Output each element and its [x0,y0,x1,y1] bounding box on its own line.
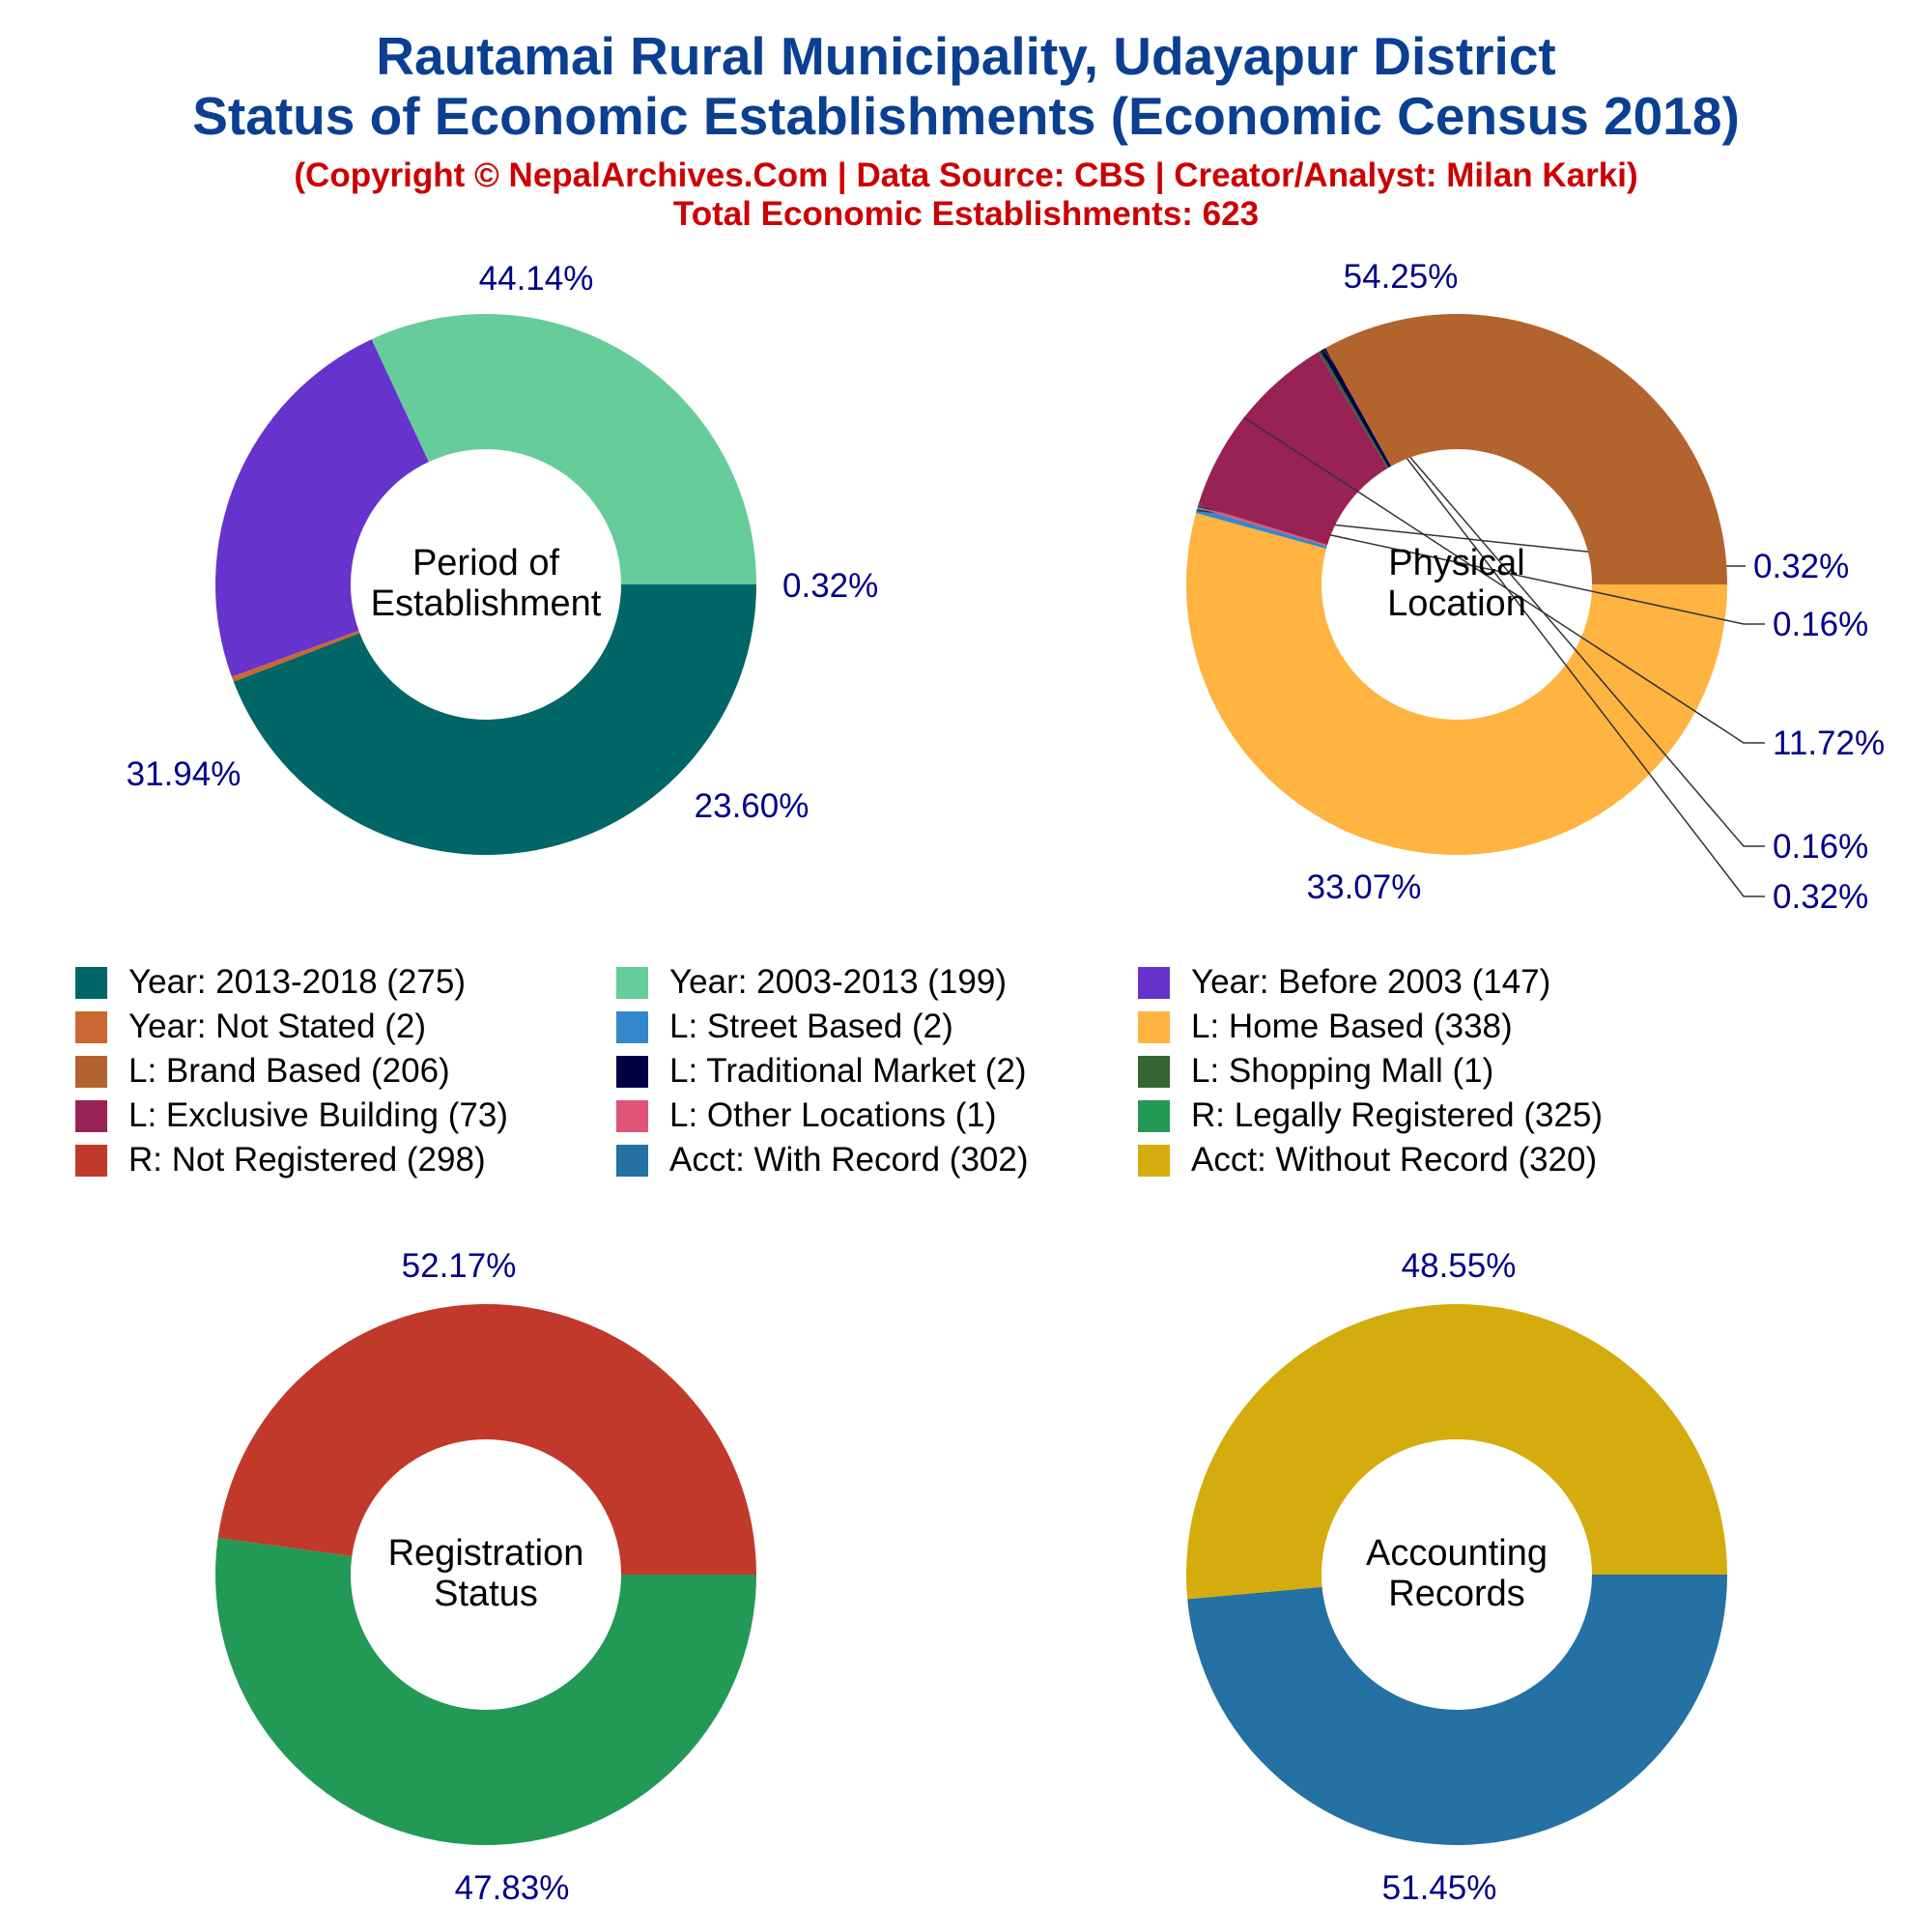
legend-label: L: Exclusive Building (73) [128,1096,508,1134]
legend-item: L: Exclusive Building (73) [75,1094,508,1137]
donut-center-label: Location [1387,583,1526,624]
legend-item: L: Street Based (2) [616,1006,953,1048]
slice-percent-label: 51.45% [1382,1869,1497,1907]
label-leader-line [1322,349,1765,897]
donut-slice [215,1537,756,1845]
legend-label: L: Traditional Market (2) [669,1052,1027,1090]
legend-item: Year: Before 2003 (147) [1138,961,1550,1004]
legend-label: Year: 2003-2013 (199) [669,963,1007,1001]
legend-swatch [75,1144,107,1177]
legend-swatch [616,1099,648,1132]
legend-swatch [75,1055,107,1088]
legend-swatch [75,966,107,999]
legend-label: R: Not Registered (298) [128,1141,486,1179]
donut-slice [217,1303,756,1575]
legend-label: L: Other Locations (1) [669,1096,997,1134]
donut-center-label: Records [1388,1574,1525,1614]
donut-slice [1197,504,1328,547]
legend-swatch [75,1099,107,1132]
label-leader-line [1197,505,1765,625]
donut-chart: 54.25% 0.32% 0.16% 11.72% 0.16% 0.32% 33.07% Ph… [1186,258,1885,916]
slice-percent-label: 23.60% [695,787,810,825]
slice-percent-label: 0.32% [782,567,878,605]
donut-slice [1318,350,1389,469]
donut-center-label: Status [434,1574,538,1614]
donut-chart: 44.14% 0.32% 23.60% 31.94% Period ofEstablis… [127,260,878,856]
legend-item: L: Shopping Mall (1) [1138,1050,1493,1093]
donut-slice [1187,1575,1727,1845]
legend-swatch [1138,966,1170,999]
slice-percent-label: 54.25% [1344,258,1459,296]
legend-item: R: Legally Registered (325) [1138,1094,1603,1137]
legend-swatch [1138,1055,1170,1088]
donut-slice [1186,513,1727,855]
slice-percent-label: 33.07% [1307,868,1422,906]
legend-label: L: Brand Based (206) [128,1052,450,1090]
slice-percent-label: 52.17% [402,1247,517,1285]
donut-slice [1186,1303,1727,1600]
legend-label: L: Street Based (2) [669,1008,953,1045]
donut-center-label: Period of [412,543,560,583]
legend-label: Year: Not Stated (2) [128,1008,427,1045]
legend-swatch [75,1010,107,1043]
legend-item: Acct: With Record (302) [616,1139,1029,1181]
legend-label: L: Shopping Mall (1) [1191,1052,1494,1090]
legend-item: L: Home Based (338) [1138,1006,1513,1048]
legend-swatch [1138,1144,1170,1177]
slice-percent-label: 0.32% [1753,548,1849,585]
donut-slice [371,314,756,584]
legend-item: Year: 2003-2013 (199) [616,961,1007,1004]
donut-slice [1325,314,1727,584]
legend-label: L: Home Based (338) [1191,1008,1513,1045]
donut-center-label: Accounting [1366,1533,1548,1574]
legend-item: L: Traditional Market (2) [616,1050,1027,1093]
label-leader-line [1243,416,1765,744]
legend-label: Year: 2013-2018 (275) [128,963,466,1001]
slice-percent-label: 0.16% [1773,828,1868,866]
legend-swatch [616,966,648,999]
legend-swatch [616,1144,648,1177]
legend-item: R: Not Registered (298) [75,1139,486,1181]
legend-item: L: Brand Based (206) [75,1050,450,1093]
slice-percent-label: 11.72% [1773,724,1885,762]
slice-percent-label: 44.14% [479,260,594,298]
donut-slice [233,584,756,856]
legend-swatch [616,1010,648,1043]
legend-label: Acct: Without Record (320) [1191,1141,1598,1179]
legend-label: R: Legally Registered (325) [1191,1096,1604,1134]
donut-center-label: Registration [388,1533,584,1574]
donut-slice [1195,507,1327,550]
legend-swatch [1138,1010,1170,1043]
chart-title-line-1: Rautamai Rural Municipality, Udayapur Di… [376,26,1556,86]
total-establishments: Total Economic Establishments: 623 [672,195,1260,233]
legend-swatch [1138,1099,1170,1132]
slice-percent-label: 0.32% [1773,878,1868,916]
legend-swatch [616,1055,648,1088]
legend-label: Acct: With Record (302) [669,1141,1029,1179]
donut-slice [214,339,429,677]
slice-percent-label: 47.83% [455,1869,570,1907]
donut-slice [231,630,360,682]
slice-percent-label: 48.55% [1402,1247,1517,1285]
copyright-line: (Copyright © NepalArchives.Com | Data So… [294,156,1638,194]
donut-center-label: Physical [1388,543,1525,583]
donut-center-label: Establishment [371,583,602,624]
legend-item: Acct: Without Record (320) [1138,1139,1597,1181]
chart-title-line-2: Status of Economic Establishments (Econo… [192,86,1740,146]
slice-percent-label: 0.16% [1773,606,1868,643]
legend-label: Year: Before 2003 (147) [1191,963,1551,1001]
legend-item: L: Other Locations (1) [616,1094,997,1137]
donut-slice [1321,348,1392,468]
legend-item: Year: Not Stated (2) [75,1006,426,1048]
slice-percent-label: 31.94% [127,755,242,793]
legend-item: Year: 2013-2018 (275) [75,961,466,1004]
label-leader-line [1319,351,1765,847]
